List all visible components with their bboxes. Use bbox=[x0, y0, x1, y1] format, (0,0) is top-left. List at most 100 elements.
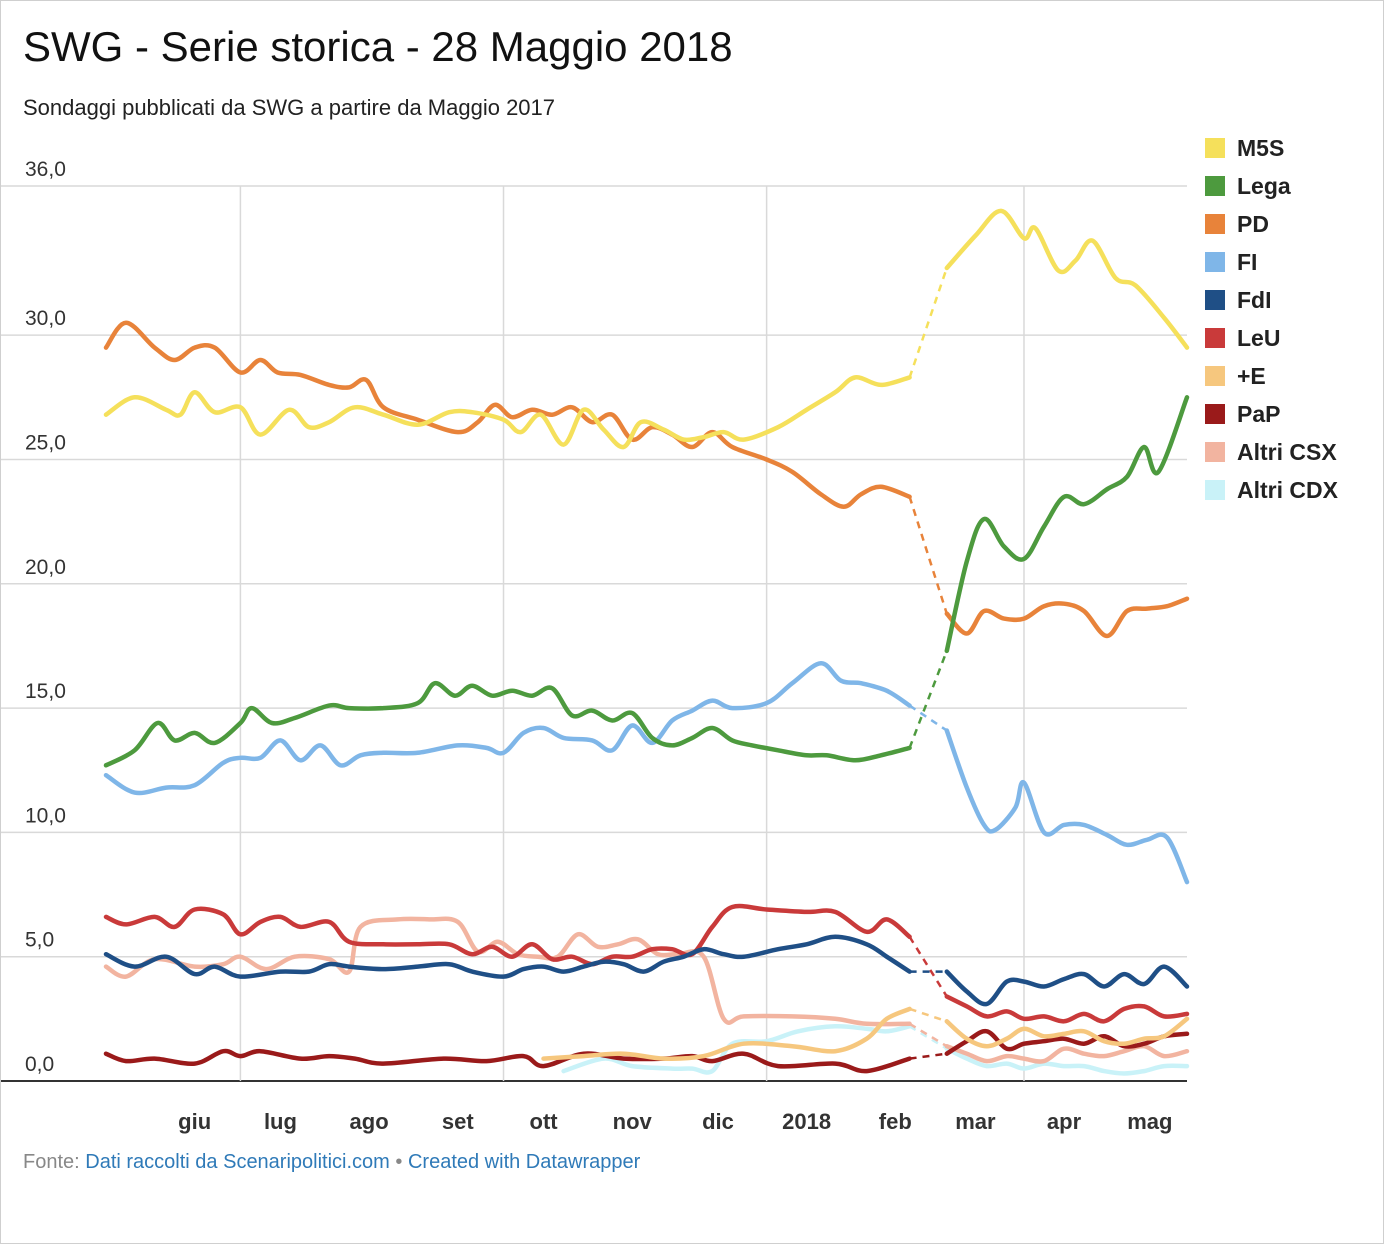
series-line-before bbox=[103, 1048, 912, 1074]
series-line-after bbox=[944, 1046, 1190, 1076]
series-gap-line bbox=[909, 1052, 947, 1060]
series-line-after bbox=[944, 395, 1190, 654]
series-e bbox=[541, 1006, 1190, 1061]
y-tick-label: 25,0 bbox=[25, 431, 66, 454]
x-tick-label: dic bbox=[702, 1109, 734, 1134]
legend: M5S Lega PD FI FdI LeU +E PaP Altri CSX Altri CDX bbox=[1205, 129, 1338, 509]
legend-label: PaP bbox=[1237, 400, 1281, 427]
series-line-after bbox=[944, 1028, 1190, 1056]
series-lega bbox=[103, 395, 1190, 768]
series-line-before bbox=[541, 1006, 912, 1061]
source-link[interactable]: Dati raccolti da Scenaripolitici.com bbox=[85, 1151, 390, 1173]
y-tick-label: 15,0 bbox=[25, 680, 66, 703]
legend-item-altri-csx: Altri CSX bbox=[1205, 433, 1338, 471]
y-tick-label: 20,0 bbox=[25, 556, 66, 579]
legend-swatch bbox=[1205, 328, 1225, 348]
series-altri-cdx bbox=[561, 1024, 1190, 1076]
series-gap-line bbox=[908, 1022, 948, 1048]
series-line-before bbox=[103, 320, 912, 509]
x-tick-label: set bbox=[442, 1109, 474, 1134]
legend-item-m5s: M5S bbox=[1205, 129, 1338, 167]
legend-label: FdI bbox=[1237, 286, 1272, 313]
x-tick-label: giu bbox=[178, 1109, 211, 1134]
y-tick-label: 10,0 bbox=[25, 804, 66, 827]
legend-swatch bbox=[1205, 138, 1225, 158]
legend-item-fi: FI bbox=[1205, 243, 1338, 281]
chart-title: SWG - Serie storica - 28 Maggio 2018 bbox=[23, 23, 733, 70]
legend-item-lega: Lega bbox=[1205, 167, 1338, 205]
series-fi bbox=[103, 661, 1190, 885]
legend-swatch bbox=[1205, 252, 1225, 272]
legend-item-leu: LeU bbox=[1205, 319, 1338, 357]
chart-subtitle: Sondaggi pubblicati da SWG a partire da … bbox=[23, 95, 556, 120]
series-line-after bbox=[944, 964, 1190, 1007]
series-line-before bbox=[561, 1024, 912, 1075]
series-pd bbox=[103, 320, 1190, 639]
x-tick-label: nov bbox=[613, 1109, 653, 1134]
y-tick-label: 0,0 bbox=[25, 1053, 54, 1076]
legend-swatch bbox=[1205, 366, 1225, 386]
x-tick-label: mar bbox=[955, 1109, 996, 1134]
y-axis-ticks: 36,0 30,0 25,0 20,0 15,0 10,0 5,0 0,0 bbox=[25, 158, 66, 1076]
legend-swatch bbox=[1205, 176, 1225, 196]
x-axis-ticks: giu lug ago set ott nov dic 2018 feb mar apr mag bbox=[178, 1109, 1172, 1134]
series-fdi bbox=[103, 934, 1190, 1007]
series-line-after bbox=[944, 208, 1190, 350]
series-gap-line bbox=[908, 267, 948, 378]
legend-label: M5S bbox=[1237, 134, 1285, 161]
series-line-after bbox=[944, 596, 1190, 639]
x-tick-label: 2018 bbox=[782, 1109, 831, 1134]
series-gap-line bbox=[908, 704, 948, 732]
legend-swatch bbox=[1205, 480, 1225, 500]
x-tick-label: apr bbox=[1047, 1109, 1082, 1134]
legend-item-e: +E bbox=[1205, 357, 1338, 395]
series-line-before bbox=[103, 916, 912, 1027]
x-tick-label: feb bbox=[879, 1109, 912, 1134]
legend-swatch bbox=[1205, 214, 1225, 234]
datawrapper-link[interactable]: Created with Datawrapper bbox=[407, 1151, 641, 1173]
legend-item-pd: PD bbox=[1205, 205, 1338, 243]
series-line-before bbox=[103, 680, 912, 768]
legend-label: Lega bbox=[1237, 172, 1291, 199]
series-gap-line bbox=[908, 1025, 948, 1050]
series-gap-line bbox=[909, 1007, 948, 1023]
series-lines bbox=[103, 208, 1190, 1076]
footer-prefix: Fonte: bbox=[23, 1151, 80, 1173]
series-gap-line bbox=[908, 650, 948, 749]
legend-label: PD bbox=[1237, 210, 1269, 237]
legend-item-altri-cdx: Altri CDX bbox=[1205, 471, 1338, 509]
series-leu bbox=[103, 903, 1190, 1024]
series-line-after bbox=[944, 1016, 1190, 1049]
x-tick-label: lug bbox=[264, 1109, 297, 1134]
gridlines bbox=[1, 185, 1187, 1082]
series-m5s bbox=[103, 208, 1190, 450]
legend-swatch bbox=[1205, 442, 1225, 462]
series-line-after bbox=[944, 728, 1190, 885]
series-line-before bbox=[103, 934, 912, 979]
legend-swatch bbox=[1205, 290, 1225, 310]
legend-label: Altri CSX bbox=[1237, 438, 1337, 465]
x-tick-label: ott bbox=[530, 1109, 559, 1134]
y-tick-label: 36,0 bbox=[25, 158, 66, 181]
series-line-before bbox=[103, 661, 912, 796]
y-tick-label: 5,0 bbox=[25, 929, 54, 952]
footer: Fonte: Dati raccolti da Scenaripolitici.… bbox=[23, 1151, 640, 1174]
x-tick-label: mag bbox=[1127, 1109, 1172, 1134]
series-altri-csx bbox=[103, 916, 1190, 1064]
legend-swatch bbox=[1205, 404, 1225, 424]
legend-item-pap: PaP bbox=[1205, 395, 1338, 433]
legend-label: +E bbox=[1237, 362, 1266, 389]
footer-separator: • bbox=[395, 1151, 403, 1173]
series-line-before bbox=[103, 903, 912, 967]
series-pap bbox=[103, 1028, 1190, 1074]
y-tick-label: 30,0 bbox=[25, 307, 66, 330]
legend-label: Altri CDX bbox=[1237, 476, 1338, 503]
series-line-after bbox=[944, 994, 1190, 1024]
legend-item-fdi: FdI bbox=[1205, 281, 1338, 319]
series-line-after bbox=[944, 1043, 1190, 1064]
legend-label: FI bbox=[1237, 248, 1258, 275]
series-line-before bbox=[103, 375, 912, 450]
series-gap-line bbox=[908, 936, 948, 998]
